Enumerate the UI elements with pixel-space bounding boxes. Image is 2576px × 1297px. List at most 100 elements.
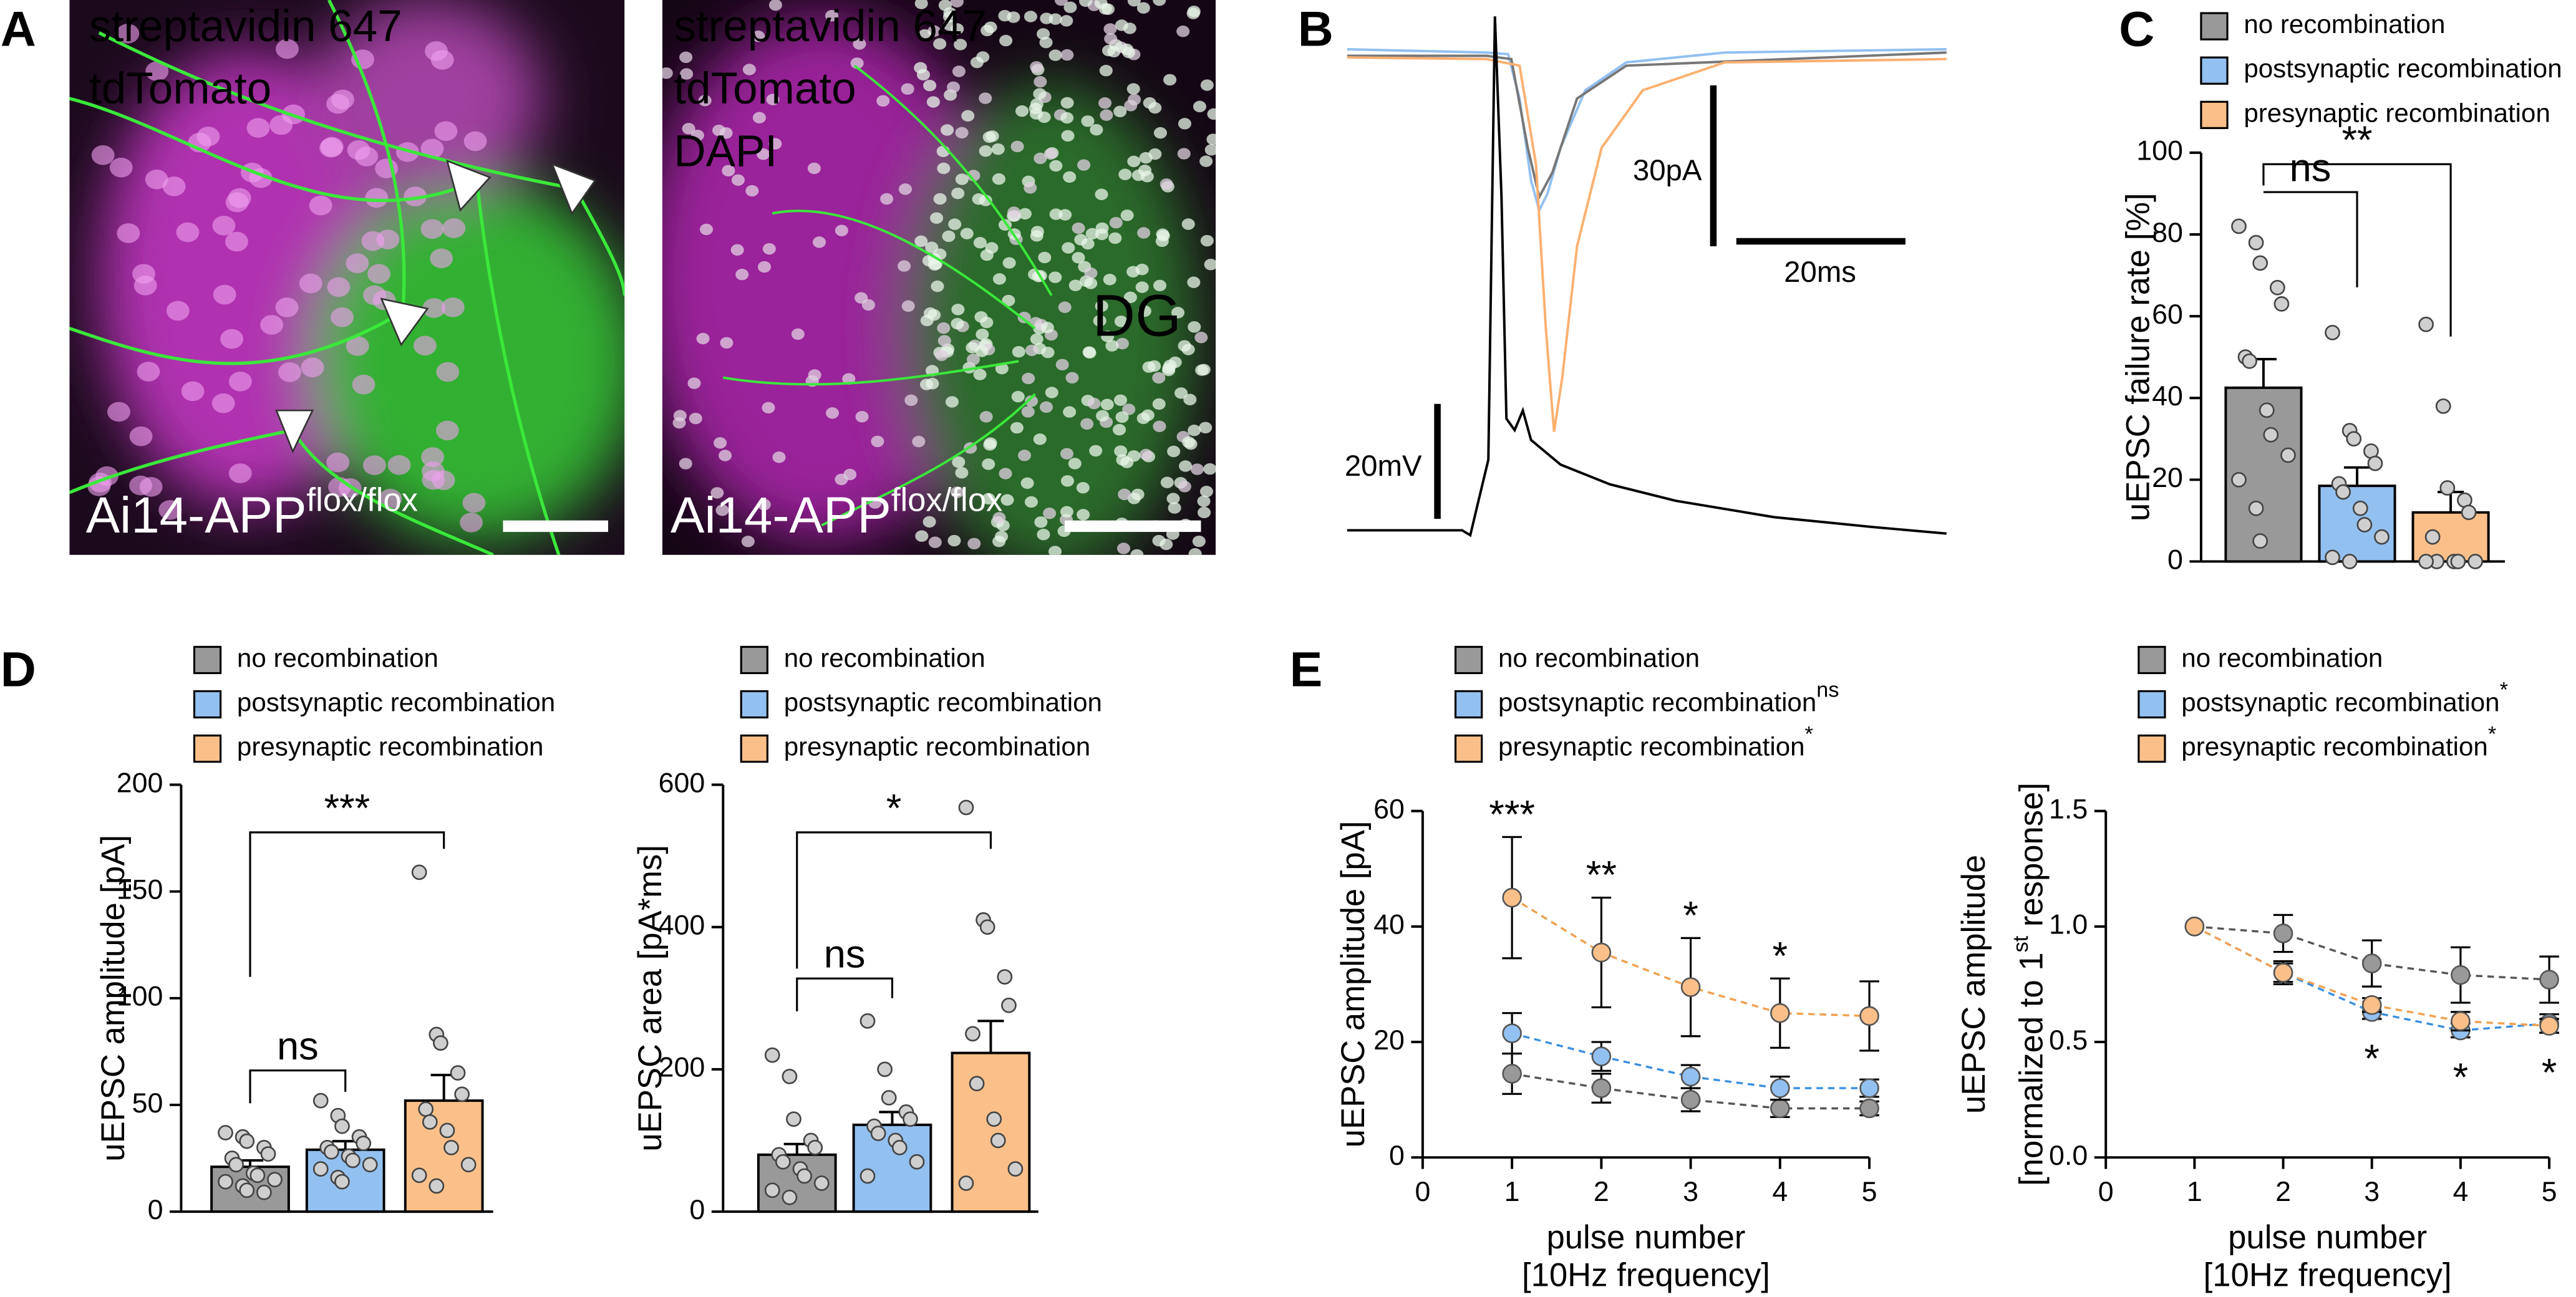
nucleus bbox=[1104, 32, 1118, 45]
nucleus bbox=[1181, 344, 1195, 355]
y-axis-label-part: [normalized to 1 bbox=[2013, 952, 2050, 1186]
data-point bbox=[2467, 554, 2483, 569]
data-point bbox=[870, 1126, 886, 1141]
nucleus bbox=[1045, 387, 1058, 398]
nucleus bbox=[930, 212, 944, 224]
significance-label: ** bbox=[2341, 118, 2372, 162]
data-point bbox=[1502, 1064, 1522, 1084]
nucleus bbox=[1153, 127, 1167, 139]
data-point bbox=[797, 1168, 812, 1184]
data-point bbox=[2418, 554, 2434, 569]
nucleus bbox=[1203, 463, 1216, 475]
stain-label: streptavidin 647 bbox=[89, 2, 402, 51]
nucleus bbox=[951, 317, 964, 330]
nucleus bbox=[937, 335, 951, 347]
nucleus bbox=[1126, 83, 1140, 95]
data-point bbox=[2361, 995, 2382, 1015]
legend-label: no recombination bbox=[2244, 9, 2445, 39]
nucleus bbox=[1034, 75, 1047, 88]
stain-label: streptavidin 647 bbox=[674, 2, 987, 51]
data-point bbox=[323, 1144, 339, 1160]
nucleus bbox=[1055, 359, 1069, 371]
nucleus bbox=[1076, 482, 1090, 494]
nucleus bbox=[1024, 11, 1037, 22]
nucleus bbox=[212, 216, 236, 236]
nucleus bbox=[922, 516, 936, 528]
data-point bbox=[2273, 923, 2293, 943]
nucleus bbox=[145, 169, 168, 190]
y-tick-label: 60 bbox=[2152, 299, 2183, 330]
data-point bbox=[2461, 504, 2477, 521]
y-tick-label: 80 bbox=[2152, 217, 2183, 248]
nucleus bbox=[1178, 118, 1191, 130]
data-point bbox=[249, 1167, 266, 1184]
legend-swatch bbox=[2138, 645, 2166, 675]
nucleus bbox=[1095, 410, 1110, 422]
y-tick-label: 0 bbox=[148, 1194, 163, 1225]
legend-name: presynaptic recombination bbox=[2244, 98, 2550, 127]
nucleus bbox=[269, 115, 293, 135]
nucleus bbox=[731, 174, 745, 186]
data-point bbox=[1591, 1046, 1612, 1066]
legend-name: postsynaptic recombination bbox=[784, 688, 1102, 717]
data-point bbox=[345, 1152, 361, 1169]
legend-swatch bbox=[193, 645, 222, 675]
data-point bbox=[2356, 517, 2373, 533]
ephys-traces bbox=[1347, 16, 1947, 538]
data-point bbox=[450, 1065, 466, 1081]
nucleus bbox=[362, 455, 386, 475]
genotype-label: Ai14-APPflox/flox bbox=[671, 482, 1002, 544]
y-tick-label: 20 bbox=[1373, 1025, 1405, 1056]
nucleus bbox=[1127, 450, 1141, 462]
nucleus bbox=[137, 362, 160, 382]
significance-bracket bbox=[249, 831, 445, 977]
nucleus bbox=[346, 253, 369, 274]
nucleus bbox=[117, 223, 140, 243]
data-point bbox=[460, 1157, 477, 1173]
nucleus bbox=[260, 315, 284, 335]
legend-swatch bbox=[1454, 690, 1483, 719]
nucleus bbox=[1034, 152, 1047, 165]
y-tick-label: 200 bbox=[117, 767, 163, 798]
legend-name: no recombination bbox=[2244, 9, 2445, 39]
nucleus bbox=[752, 112, 766, 123]
nucleus bbox=[982, 131, 996, 143]
nucleus bbox=[1099, 64, 1113, 77]
y-axis-label-part: response] bbox=[2013, 783, 2050, 936]
nucleus bbox=[1135, 281, 1149, 293]
genotype-label: Ai14-APPflox/flox bbox=[86, 482, 418, 544]
significance-bracket bbox=[796, 977, 894, 1011]
nucleus bbox=[1002, 294, 1015, 307]
x-axis-label: [10Hz frequency] bbox=[1522, 1256, 1770, 1293]
nucleus bbox=[422, 470, 445, 490]
nucleus bbox=[1160, 476, 1174, 488]
legend-swatch bbox=[2200, 12, 2229, 41]
nucleus bbox=[1077, 509, 1090, 521]
data-point bbox=[958, 1175, 974, 1191]
nucleus bbox=[673, 410, 687, 422]
nucleus bbox=[225, 231, 248, 252]
nucleus bbox=[1116, 542, 1131, 554]
nucleus bbox=[1167, 445, 1181, 458]
legend-swatch bbox=[2138, 734, 2166, 763]
nucleus bbox=[1065, 372, 1079, 384]
nucleus bbox=[1115, 411, 1129, 423]
nucleus bbox=[1114, 445, 1128, 457]
nucleus bbox=[1192, 535, 1206, 547]
nucleus bbox=[1152, 398, 1166, 410]
nucleus bbox=[225, 192, 249, 213]
nucleus bbox=[951, 23, 964, 35]
nucleus bbox=[1029, 108, 1043, 120]
nucleus bbox=[129, 426, 153, 446]
nucleus bbox=[1033, 433, 1047, 445]
data-point bbox=[356, 1135, 372, 1151]
stain-label: tdTomato bbox=[89, 64, 271, 113]
legend-name: no recombination bbox=[784, 644, 985, 673]
nucleus bbox=[861, 299, 875, 311]
nucleus bbox=[967, 170, 981, 181]
nucleus bbox=[1156, 228, 1169, 240]
x-tick-label: 3 bbox=[2364, 1176, 2380, 1207]
x-tick-label: 0 bbox=[2098, 1176, 2114, 1207]
nucleus bbox=[925, 241, 939, 253]
nucleus bbox=[246, 118, 270, 138]
